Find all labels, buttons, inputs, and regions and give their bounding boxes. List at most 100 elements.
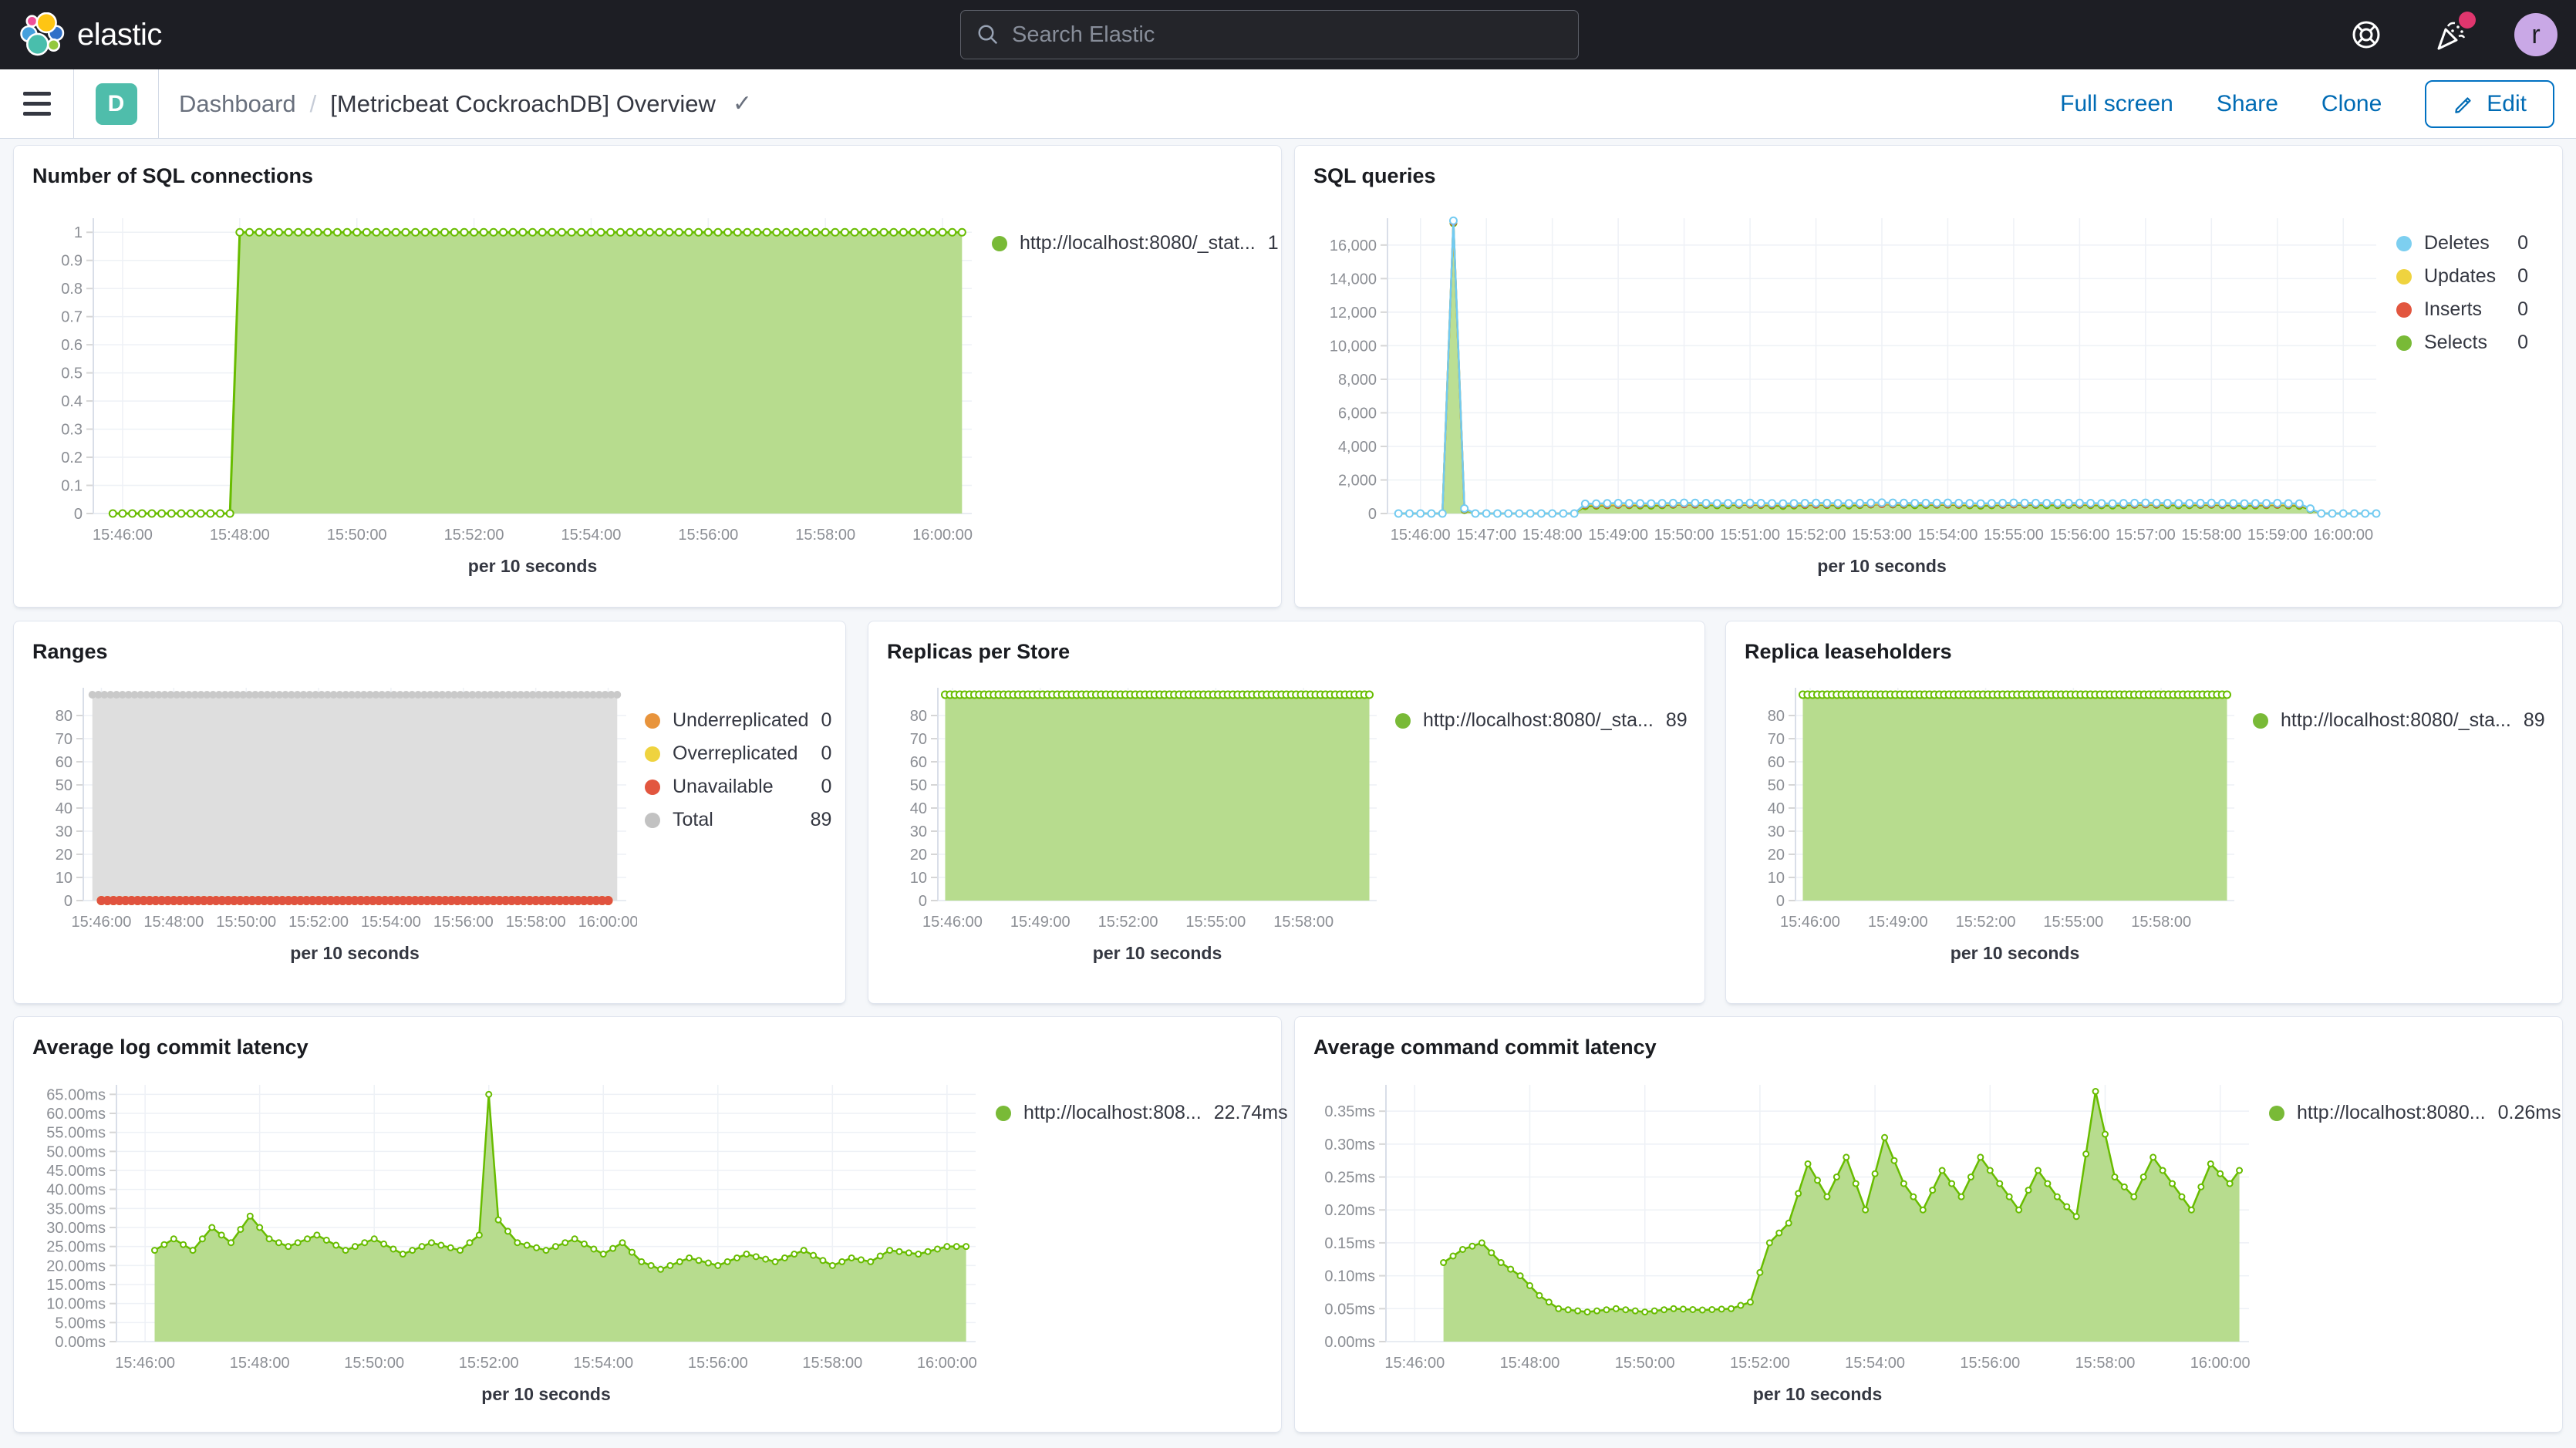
sql-connections-area-chart[interactable]: 0 0.1 0.2 0.3 0.4 0.5 0.6 0.7 0.8 0.9 1 15:46:00 15:… <box>28 195 984 584</box>
party-popper-icon <box>2437 22 2466 50</box>
panel-avg-command-commit-latency: Average command commit latency 0.00ms 0.0… <box>1294 1016 2563 1433</box>
panel-title[interactable]: Average log commit latency <box>32 1035 309 1059</box>
svg-text:15:54:00: 15:54:00 <box>561 527 622 544</box>
legend-color-dot <box>2396 235 2412 251</box>
notification-badge <box>2459 12 2476 29</box>
svg-text:10,000: 10,000 <box>1330 338 1377 355</box>
svg-text:70: 70 <box>910 731 927 748</box>
svg-text:15:58:00: 15:58:00 <box>795 527 855 544</box>
newsfeed-button[interactable] <box>2429 12 2476 56</box>
share-button[interactable]: Share <box>2216 90 2278 116</box>
app-badge-wrap: D <box>74 69 159 139</box>
legend-item[interactable]: http://localhost:8080/_sta... 89 <box>2253 709 2545 732</box>
svg-text:50: 50 <box>56 777 72 794</box>
elastic-brand[interactable]: elastic <box>20 12 162 57</box>
legend-label: Selects <box>2424 332 2487 353</box>
legend-item[interactable]: Updates 0 <box>2396 265 2528 288</box>
svg-text:15:50:00: 15:50:00 <box>327 527 387 544</box>
search-input[interactable] <box>1012 22 1563 48</box>
svg-text:65.00ms: 65.00ms <box>46 1086 106 1103</box>
help-button[interactable] <box>2345 13 2388 56</box>
legend-color-dot <box>992 235 1007 251</box>
svg-text:2,000: 2,000 <box>1338 472 1377 489</box>
svg-text:15:58:00: 15:58:00 <box>1273 914 1334 931</box>
svg-text:0.3: 0.3 <box>61 422 83 439</box>
legend-item[interactable]: Inserts 0 <box>2396 298 2528 321</box>
svg-text:15:58:00: 15:58:00 <box>2131 914 2191 931</box>
svg-text:15:55:00: 15:55:00 <box>1984 527 2044 544</box>
svg-text:per 10 seconds: per 10 seconds <box>1093 943 1222 963</box>
legend-label: http://localhost:8080/_stat... <box>1020 232 1256 254</box>
dashboard-app-badge[interactable]: D <box>95 83 137 125</box>
sql-queries-area-chart[interactable]: 0 2,000 4,000 6,000 8,000 10,000 12,000 14,000 1… <box>1309 195 2389 584</box>
svg-text:10: 10 <box>1768 870 1785 887</box>
svg-text:0.6: 0.6 <box>61 337 83 354</box>
svg-text:15:59:00: 15:59:00 <box>2247 527 2308 544</box>
legend-item[interactable]: http://localhost:8080/_stat... 1 <box>992 232 1279 254</box>
svg-text:50.00ms: 50.00ms <box>46 1143 106 1160</box>
clone-button[interactable]: Clone <box>2321 90 2382 116</box>
avg-log-commit-latency-area-chart[interactable]: 0.00ms 5.00ms 10.00ms 15.00ms 20.00ms 25.00ms… <box>28 1066 988 1423</box>
svg-text:16,000: 16,000 <box>1330 237 1377 254</box>
legend-item[interactable]: Selects 0 <box>2396 332 2528 354</box>
svg-text:12,000: 12,000 <box>1330 305 1377 322</box>
legend-color-dot <box>645 779 660 795</box>
menu-button[interactable] <box>0 69 74 139</box>
svg-text:20: 20 <box>1768 847 1785 864</box>
panel-title[interactable]: Average command commit latency <box>1313 1035 1657 1059</box>
svg-text:20: 20 <box>910 847 927 864</box>
legend-color-dot <box>2396 301 2412 318</box>
replicas-per-store-area-chart[interactable]: 0 10 20 30 40 50 60 70 80 15:46:00 15:49:00 15:52:0… <box>882 671 1387 985</box>
svg-text:16:00:00: 16:00:00 <box>917 1355 977 1372</box>
legend-item[interactable]: http://localhost:808... 22.74ms <box>996 1102 1288 1124</box>
avg-command-commit-latency-area-chart[interactable]: 0.00ms 0.05ms 0.10ms 0.15ms 0.20ms 0.25ms 0.30… <box>1309 1066 2261 1423</box>
svg-text:5.00ms: 5.00ms <box>55 1315 106 1332</box>
edit-button[interactable]: Edit <box>2425 79 2554 128</box>
panel-avg-log-commit-latency: Average log commit latency 0.00ms 5.00ms 1… <box>13 1016 1288 1433</box>
ranges-area-chart[interactable]: 0 10 20 30 40 50 60 70 80 15:46:00 15:48:00 15:50:0… <box>28 671 637 985</box>
svg-text:15:52:00: 15:52:00 <box>1956 914 2016 931</box>
svg-text:60: 60 <box>56 754 72 771</box>
replica-leaseholders-area-chart[interactable]: 0 10 20 30 40 50 60 70 80 15:46:00 15:49:00 15:52:0… <box>1740 671 2245 985</box>
svg-text:60: 60 <box>1768 754 1785 771</box>
topbar-right-controls: r <box>2345 0 2557 69</box>
panel-title[interactable]: Replicas per Store <box>887 640 1071 663</box>
legend-value: 89 <box>810 809 832 830</box>
chart-legend: Deletes 0 Updates 0 Inserts 0 Selects 0 <box>2389 195 2548 584</box>
svg-text:14,000: 14,000 <box>1330 271 1377 288</box>
breadcrumb: Dashboard / [Metricbeat CockroachDB] Ove… <box>179 90 752 118</box>
svg-text:20: 20 <box>56 847 72 864</box>
panel-title[interactable]: Replica leaseholders <box>1745 640 1952 663</box>
legend-item[interactable]: Unavailable 0 <box>645 776 831 798</box>
legend-item[interactable]: Overreplicated 0 <box>645 743 831 765</box>
svg-text:15:47:00: 15:47:00 <box>1456 527 1516 544</box>
breadcrumb-dashboard-link[interactable]: Dashboard <box>179 89 296 117</box>
legend-item[interactable]: http://localhost:8080/_sta... 89 <box>1395 709 1688 732</box>
svg-text:15:54:00: 15:54:00 <box>361 914 421 931</box>
elastic-logo-icon <box>20 12 65 56</box>
page-title[interactable]: [Metricbeat CockroachDB] Overview <box>330 89 716 117</box>
legend-item[interactable]: Underreplicated 0 <box>645 709 831 732</box>
legend-item[interactable]: http://localhost:8080... 0.26ms <box>2269 1102 2561 1124</box>
full-screen-button[interactable]: Full screen <box>2060 90 2173 116</box>
panel-title[interactable]: Number of SQL connections <box>32 164 314 187</box>
svg-text:10.00ms: 10.00ms <box>46 1296 106 1313</box>
global-search[interactable] <box>960 10 1579 59</box>
svg-text:15:46:00: 15:46:00 <box>1391 527 1451 544</box>
panel-title[interactable]: SQL queries <box>1313 164 1436 187</box>
svg-text:15:49:00: 15:49:00 <box>1868 914 1928 931</box>
legend-item[interactable]: Deletes 0 <box>2396 232 2528 254</box>
panel-title[interactable]: Ranges <box>32 640 108 663</box>
panel-replica-leaseholders: Replica leaseholders 0 10 20 30 40 50 60 70 80 15… <box>1725 621 2563 1004</box>
svg-text:0: 0 <box>919 893 927 910</box>
svg-text:0.25ms: 0.25ms <box>1324 1170 1375 1187</box>
legend-item[interactable]: Total 89 <box>645 809 831 831</box>
check-icon[interactable]: ✓ <box>732 91 753 116</box>
legend-label: http://localhost:8080... <box>2297 1102 2486 1123</box>
user-avatar[interactable]: r <box>2514 13 2557 56</box>
legend-value: 0 <box>2517 332 2528 353</box>
svg-text:15:52:00: 15:52:00 <box>459 1355 519 1372</box>
svg-text:30: 30 <box>1768 823 1785 840</box>
svg-text:60: 60 <box>910 754 927 771</box>
svg-text:0.8: 0.8 <box>61 281 83 298</box>
